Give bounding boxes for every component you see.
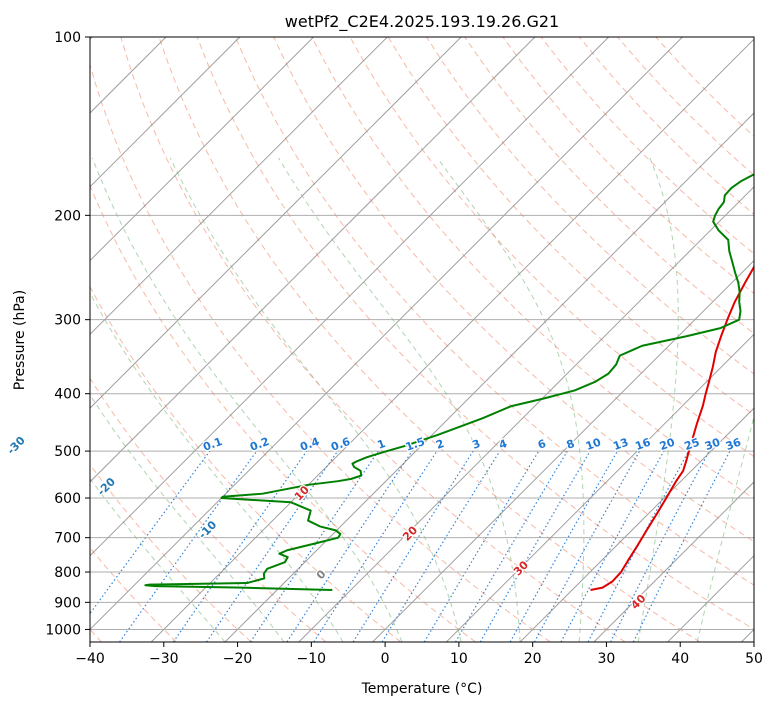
y-tick-label: 900 bbox=[54, 595, 81, 611]
y-tick-label: 1000 bbox=[45, 622, 81, 638]
y-tick-label: 600 bbox=[54, 491, 81, 507]
y-tick-label: 400 bbox=[54, 387, 81, 403]
x-axis-label: Temperature (°C) bbox=[361, 681, 483, 697]
x-tick-label: 50 bbox=[745, 651, 763, 667]
x-tick-label: −40 bbox=[75, 651, 105, 667]
y-tick-label: 100 bbox=[54, 30, 81, 46]
y-tick-label: 800 bbox=[54, 565, 81, 581]
y-tick-label: 500 bbox=[54, 444, 81, 460]
y-tick-label: 700 bbox=[54, 531, 81, 547]
x-tick-label: 10 bbox=[450, 651, 468, 667]
x-tick-label: 30 bbox=[598, 651, 616, 667]
chart-title: wetPf2_C2E4.2025.193.19.26.G21 bbox=[285, 12, 559, 32]
x-tick-label: −20 bbox=[223, 651, 253, 667]
x-tick-label: −30 bbox=[149, 651, 179, 667]
x-tick-label: 40 bbox=[671, 651, 689, 667]
x-tick-label: 20 bbox=[524, 651, 542, 667]
x-tick-label: −10 bbox=[297, 651, 327, 667]
y-axis-label: Pressure (hPa) bbox=[12, 290, 28, 390]
x-tick-label: 0 bbox=[381, 651, 390, 667]
y-tick-label: 200 bbox=[54, 208, 81, 224]
y-tick-label: 300 bbox=[54, 313, 81, 329]
